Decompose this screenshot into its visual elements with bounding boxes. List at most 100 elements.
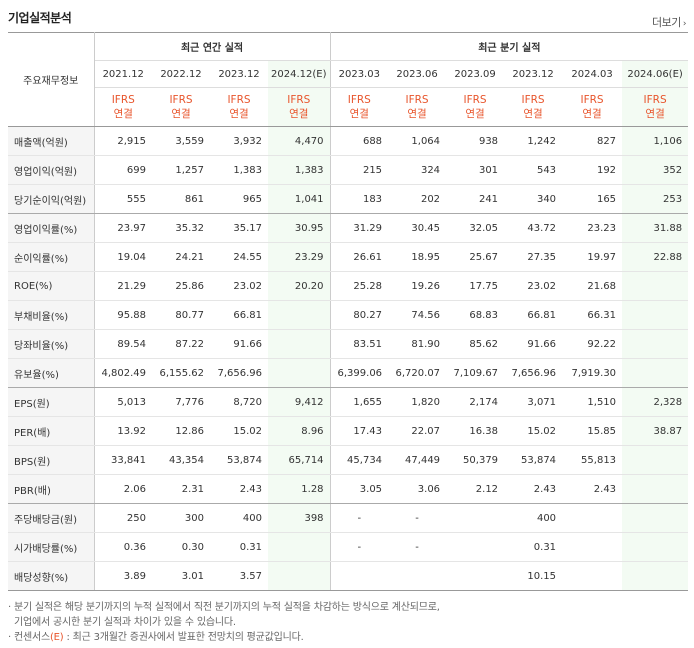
ifrs-header: IFRS 연결 <box>446 87 505 127</box>
consolidated-label: 연결 <box>113 108 133 120</box>
value-cell: 4,802.49 <box>94 358 152 388</box>
value-cell: 53,874 <box>210 445 268 475</box>
value-cell: 85.62 <box>446 329 505 359</box>
value-cell: 3,559 <box>152 126 210 156</box>
value-cell: 2.12 <box>446 474 505 504</box>
value-cell: 6,155.62 <box>152 358 210 388</box>
value-cell: 50,379 <box>446 445 505 475</box>
value-cell: 53,874 <box>504 445 563 475</box>
value-cell: 300 <box>152 503 210 533</box>
value-cell <box>268 300 331 330</box>
footnote-2-a: · 컨센서스 <box>8 632 50 643</box>
row-label: BPS(원) <box>8 445 95 475</box>
table-row: 배당성향(%) 3.89 3.01 3.57 10.15 <box>8 561 689 591</box>
value-cell: 3.57 <box>210 561 268 591</box>
value-cell <box>330 561 389 591</box>
period-header: 2021.12 <box>94 60 152 88</box>
period-header: 2024.03 <box>562 60 623 88</box>
value-cell: 1,064 <box>388 126 447 156</box>
value-cell: 1,383 <box>210 155 268 185</box>
value-cell <box>388 561 447 591</box>
value-cell: 80.77 <box>152 300 210 330</box>
consolidated-label: 연결 <box>349 108 369 120</box>
value-cell: 16.38 <box>446 416 505 446</box>
value-cell: 30.45 <box>388 213 447 243</box>
value-cell: 2.43 <box>504 474 563 504</box>
value-cell <box>622 329 689 359</box>
value-cell <box>622 561 689 591</box>
more-label: 더보기 <box>652 16 681 29</box>
annual-group-header: 최근 연간 실적 <box>94 32 331 61</box>
value-cell: 3.01 <box>152 561 210 591</box>
more-link[interactable]: 더보기 › <box>652 14 687 30</box>
table-row: BPS(원) 33,841 43,354 53,874 65,714 45,734 47,4… <box>8 445 689 475</box>
value-cell: 55,813 <box>562 445 623 475</box>
value-cell: 65,714 <box>268 445 331 475</box>
value-cell: 26.61 <box>330 242 389 272</box>
row-label: 영업이익(억원) <box>8 155 95 185</box>
value-cell: 32.05 <box>446 213 505 243</box>
value-cell <box>268 329 331 359</box>
value-cell: - <box>330 503 389 533</box>
value-cell: 1,655 <box>330 387 389 417</box>
value-cell: 1,820 <box>388 387 447 417</box>
value-cell: 688 <box>330 126 389 156</box>
value-cell: 95.88 <box>94 300 152 330</box>
row-label: 당좌비율(%) <box>8 329 95 359</box>
value-cell: 38.87 <box>622 416 689 446</box>
value-cell: 1,242 <box>504 126 563 156</box>
consolidated-label: 연결 <box>407 108 427 120</box>
value-cell <box>622 532 689 562</box>
period-header: 2023.09 <box>446 60 505 88</box>
value-cell: 25.28 <box>330 271 389 301</box>
value-cell <box>562 503 623 533</box>
value-cell: 15.02 <box>210 416 268 446</box>
value-cell: 20.20 <box>268 271 331 301</box>
consolidated-label: 연결 <box>645 108 665 120</box>
value-cell: 3.05 <box>330 474 389 504</box>
value-cell: 301 <box>446 155 505 185</box>
value-cell: 35.17 <box>210 213 268 243</box>
value-cell: 400 <box>210 503 268 533</box>
value-cell: 23.02 <box>210 271 268 301</box>
value-cell: 89.54 <box>94 329 152 359</box>
value-cell: 165 <box>562 184 623 214</box>
value-cell: 13.92 <box>94 416 152 446</box>
value-cell <box>446 561 505 591</box>
value-cell: 3.06 <box>388 474 447 504</box>
ifrs-label: IFRS <box>227 94 251 106</box>
value-cell: 324 <box>388 155 447 185</box>
row-label: EPS(원) <box>8 387 95 417</box>
value-cell: 17.43 <box>330 416 389 446</box>
value-cell: 1.28 <box>268 474 331 504</box>
value-cell: 35.32 <box>152 213 210 243</box>
value-cell: 1,510 <box>562 387 623 417</box>
value-cell: 0.31 <box>210 532 268 562</box>
value-cell: 861 <box>152 184 210 214</box>
value-cell: 23.02 <box>504 271 563 301</box>
period-header: 2024.12(E) <box>268 60 331 88</box>
value-cell: 8,720 <box>210 387 268 417</box>
value-cell: 43,354 <box>152 445 210 475</box>
value-cell: 23.23 <box>562 213 623 243</box>
ifrs-header: IFRS 연결 <box>94 87 152 127</box>
table-row: 주당배당금(원) 250 300 400 398- -400 <box>8 503 689 533</box>
value-cell: 5,013 <box>94 387 152 417</box>
ifrs-label: IFRS <box>405 94 429 106</box>
value-cell: 543 <box>504 155 563 185</box>
row-label: 영업이익률(%) <box>8 213 95 243</box>
value-cell: 202 <box>388 184 447 214</box>
value-cell <box>622 503 689 533</box>
consolidated-label: 연결 <box>582 108 602 120</box>
value-cell: 22.07 <box>388 416 447 446</box>
value-cell: 66.31 <box>562 300 623 330</box>
value-cell: 6,720.07 <box>388 358 447 388</box>
value-cell: 4,470 <box>268 126 331 156</box>
table-row: EPS(원) 5,013 7,776 8,720 9,412 1,655 1,820 2,17… <box>8 387 689 417</box>
value-cell: 19.26 <box>388 271 447 301</box>
value-cell <box>622 474 689 504</box>
ifrs-header: IFRS 연결 <box>388 87 447 127</box>
table-row: PBR(배) 2.06 2.31 2.43 1.28 3.05 3.06 2.12 2.43 2.… <box>8 474 689 504</box>
row-label: 주당배당금(원) <box>8 503 95 533</box>
